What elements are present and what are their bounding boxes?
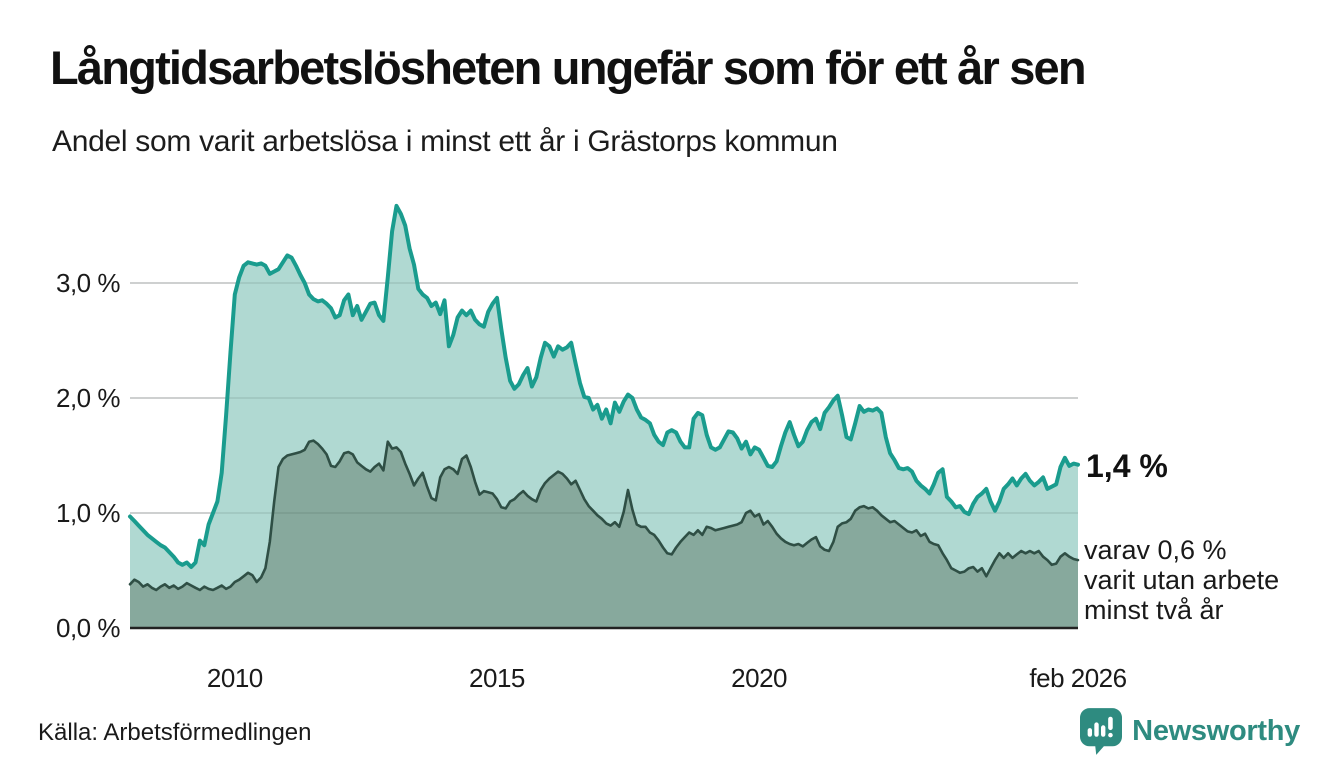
x-axis-label-feb-2026: feb 2026 — [1029, 663, 1127, 693]
secondary-value-line-3: minst två år — [1084, 595, 1224, 626]
x-axis-label-2020: 2020 — [731, 663, 787, 693]
y-axis-label-0pct: 0,0 % — [56, 613, 121, 643]
y-axis-label-2pct: 2,0 % — [56, 383, 121, 413]
page-title: Långtidsarbetslösheten ungefär som för e… — [50, 41, 1087, 94]
brand-wordmark: Newsworthy — [1132, 715, 1300, 747]
y-axis-label-1pct: 1,0 % — [56, 498, 121, 528]
newsworthy-logo-icon — [1080, 708, 1123, 755]
latest-value-label: 1,4 % — [1086, 447, 1168, 484]
secondary-value-line-1: varav 0,6 % — [1084, 535, 1227, 566]
y-axis-label-3pct: 3,0 % — [56, 268, 121, 298]
secondary-value-label: varav 0,6 % varit utan arbete minst två … — [1084, 535, 1279, 625]
x-axis-label-2015: 2015 — [469, 663, 525, 693]
source-caption: Källa: Arbetsförmedlingen — [38, 719, 312, 746]
secondary-value-line-2: varit utan arbete — [1084, 565, 1280, 596]
newsworthy-brand: Newsworthy — [1080, 708, 1300, 755]
page-subtitle: Andel som varit arbetslösa i minst ett å… — [52, 125, 838, 158]
x-axis-label-2010: 2010 — [206, 663, 263, 693]
